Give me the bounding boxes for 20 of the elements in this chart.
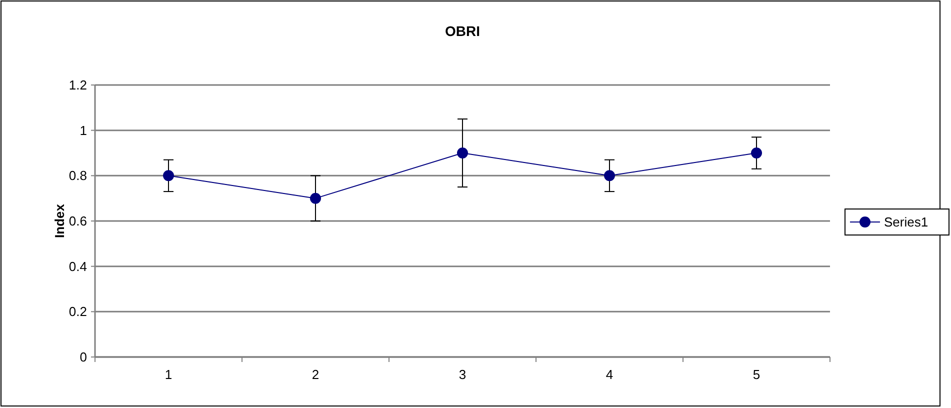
x-tick-label: 5 — [752, 367, 760, 382]
point — [751, 148, 762, 158]
x-tick-label: 2 — [312, 367, 320, 382]
point — [457, 148, 468, 158]
y-axis-title: Index — [52, 203, 67, 238]
point — [163, 170, 174, 182]
y-tick-label: 0.4 — [68, 258, 87, 274]
y-tick-label: 0.2 — [68, 304, 87, 320]
y-tick-label: 1.2 — [68, 78, 87, 93]
x-tick-label: 4 — [606, 367, 614, 382]
point — [310, 192, 321, 204]
y-tick-label: 0.6 — [68, 214, 87, 229]
y-tick-label: 1 — [80, 122, 87, 138]
chart-title: OBRI — [445, 23, 480, 39]
x-tick-label: 1 — [164, 367, 172, 382]
y-tick-label: 0 — [80, 350, 87, 365]
x-tick-label: 3 — [458, 367, 466, 382]
point — [604, 170, 615, 182]
y-tick-label: 0.8 — [68, 168, 87, 184]
legend-label: Series1 — [884, 214, 928, 230]
